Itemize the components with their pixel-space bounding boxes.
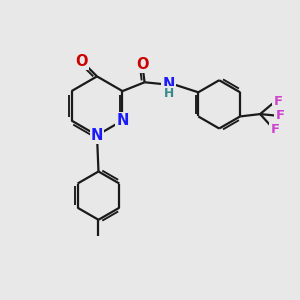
Text: N: N [91,128,103,143]
Text: F: F [270,123,279,136]
Text: F: F [275,109,284,122]
Text: O: O [75,54,88,69]
Text: N: N [163,76,175,92]
Text: H: H [164,87,174,100]
Text: F: F [273,95,282,108]
Text: N: N [116,113,129,128]
Text: O: O [136,56,148,71]
